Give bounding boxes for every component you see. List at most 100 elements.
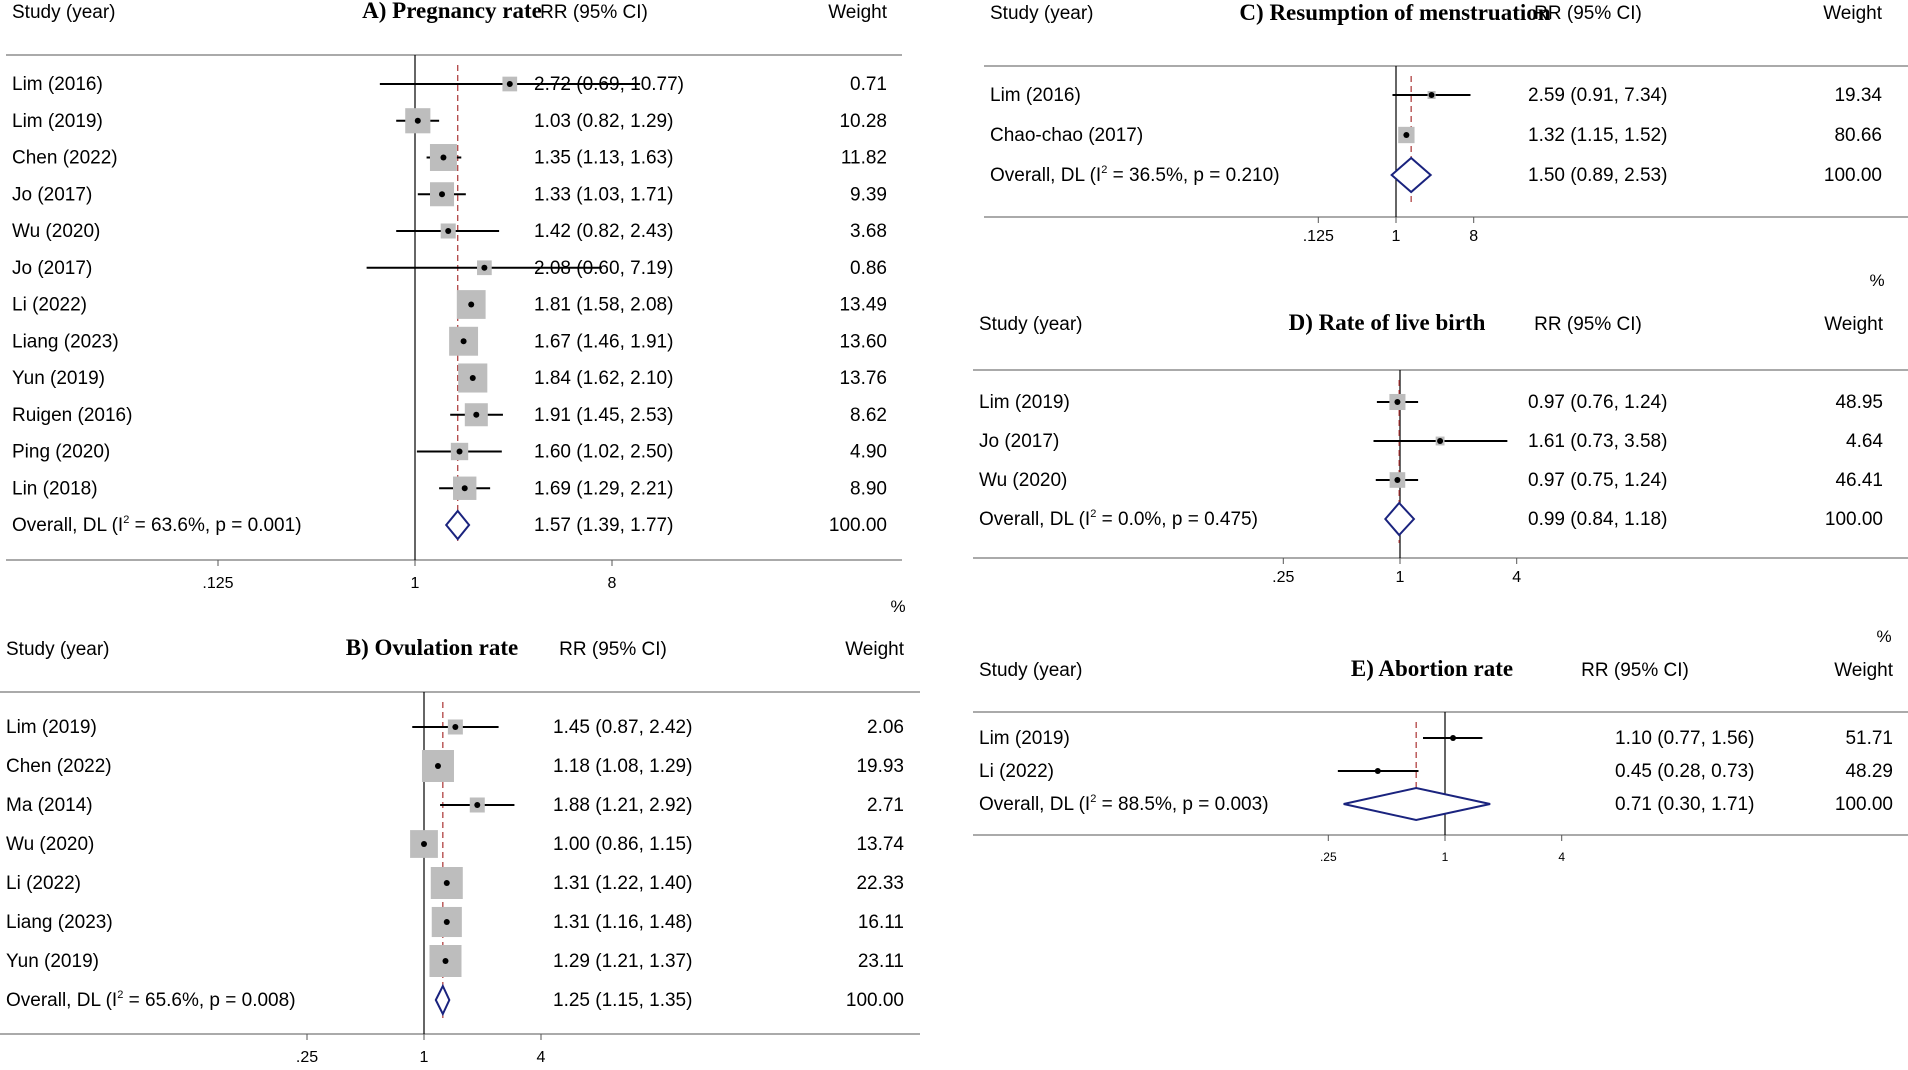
overall-label-stats: = 65.6%, p = 0.008) xyxy=(123,990,295,1011)
weight-text: 4.90 xyxy=(850,442,887,463)
overall-row: Overall, DL (I2 = 88.5%, p = 0.003) 0.71 … xyxy=(979,786,1893,822)
overall-diamond xyxy=(434,983,451,1017)
weight-unit-label: % xyxy=(1869,271,1884,290)
study-row: Wu (2020) 1.42 (0.82, 2.43) 3.68 xyxy=(12,221,887,242)
study-label: Ruigen (2016) xyxy=(12,405,132,426)
study-column-header: Study (year) xyxy=(12,2,115,23)
study-label: Lin (2018) xyxy=(12,478,98,499)
rr-ci-text: 1.60 (1.02, 2.50) xyxy=(534,442,673,463)
study-label: Yun (2019) xyxy=(12,368,105,389)
axis-tick-label: 1 xyxy=(420,1049,429,1066)
overall-label-superscript: 2 xyxy=(1101,164,1107,176)
axis-tick-label: 1 xyxy=(411,575,420,592)
point-estimate xyxy=(473,411,480,418)
axis-tick-label: .25 xyxy=(296,1049,318,1066)
study-row: Chen (2022) 1.35 (1.13, 1.63) 11.82 xyxy=(12,144,887,171)
study-row: Liang (2023) 1.31 (1.16, 1.48) 16.11 xyxy=(6,906,904,938)
overall-rr-ci-text: 1.50 (0.89, 2.53) xyxy=(1528,165,1667,186)
overall-rr-ci-text: 1.25 (1.15, 1.35) xyxy=(553,990,692,1011)
rr-ci-text: 1.81 (1.58, 2.08) xyxy=(534,295,673,316)
overall-label-main: Overall, DL (I xyxy=(12,515,123,536)
overall-rr-ci-text: 1.57 (1.39, 1.77) xyxy=(534,515,673,536)
weight-text: 9.39 xyxy=(850,184,887,205)
overall-label: Overall, DL (I2 = 65.6%, p = 0.008) xyxy=(6,989,296,1011)
rr-ci-text: 1.91 (1.45, 2.53) xyxy=(534,405,673,426)
overall-label-superscript: 2 xyxy=(117,989,123,1001)
study-column-header: Study (year) xyxy=(979,314,1082,335)
rr-ci-text: 1.10 (0.77, 1.56) xyxy=(1615,728,1754,749)
axis-tick-label: .25 xyxy=(1272,569,1294,586)
overall-label: Overall, DL (I2 = 0.0%, p = 0.475) xyxy=(979,508,1258,530)
overall-label-stats: = 88.5%, p = 0.003) xyxy=(1096,794,1268,815)
study-row: Lin (2018) 1.69 (1.29, 2.21) 8.90 xyxy=(12,476,887,500)
weight-column-header: Weight xyxy=(828,2,888,23)
overall-row: Overall, DL (I2 = 63.6%, p = 0.001) 1.57 … xyxy=(12,509,887,541)
rr-column-header: RR (95% CI) xyxy=(1581,660,1689,681)
study-label: Lim (2016) xyxy=(12,74,103,95)
axis-tick-label: 4 xyxy=(537,1049,546,1066)
weight-text: 16.11 xyxy=(858,912,904,933)
overall-label-main: Overall, DL (I xyxy=(990,165,1101,186)
panel-c: Study (year) C) Resumption of menstruatio… xyxy=(984,0,1908,245)
study-row: Li (2022) 1.31 (1.22, 1.40) 22.33 xyxy=(6,867,904,899)
panel-title: A) Pregnancy rate xyxy=(362,0,542,23)
overall-rr-ci-text: 0.99 (0.84, 1.18) xyxy=(1528,509,1667,530)
point-estimate xyxy=(414,117,421,124)
axis-tick-label: 8 xyxy=(608,575,617,592)
study-row: Jo (2017) 1.33 (1.03, 1.71) 9.39 xyxy=(12,182,887,207)
weight-text: 13.49 xyxy=(839,295,887,316)
study-row: Lim (2019) 0.97 (0.76, 1.24) 48.95 xyxy=(979,392,1883,413)
rr-ci-text: 0.45 (0.28, 0.73) xyxy=(1615,761,1754,782)
point-estimate xyxy=(506,81,513,87)
study-row: Li (2022) 0.45 (0.28, 0.73) 48.29 xyxy=(979,761,1893,782)
study-row: Ruigen (2016) 1.91 (1.45, 2.53) 8.62 xyxy=(12,403,887,427)
panel-title: B) Ovulation rate xyxy=(346,635,519,660)
rr-ci-text: 1.45 (0.87, 2.42) xyxy=(553,717,692,738)
panel-b: Study (year) B) Ovulation rate RR (95% CI)… xyxy=(0,635,920,1066)
point-estimate xyxy=(1394,477,1401,483)
point-estimate xyxy=(452,724,459,730)
axis-tick-label: 1 xyxy=(1392,228,1401,245)
overall-label: Overall, DL (I2 = 88.5%, p = 0.003) xyxy=(979,793,1269,815)
rr-ci-text: 1.67 (1.46, 1.91) xyxy=(534,331,673,352)
axis-tick-label: .25 xyxy=(1320,850,1337,864)
weight-text: 2.06 xyxy=(867,717,904,738)
rr-column-header: RR (95% CI) xyxy=(1534,3,1642,24)
study-label: Jo (2017) xyxy=(979,431,1059,452)
rr-ci-text: 0.97 (0.76, 1.24) xyxy=(1528,392,1667,413)
study-row: Yun (2019) 1.84 (1.62, 2.10) 13.76 xyxy=(12,363,887,393)
study-label: Ma (2014) xyxy=(6,795,93,816)
study-label: Lim (2019) xyxy=(12,111,103,132)
rr-ci-text: 1.42 (0.82, 2.43) xyxy=(534,221,673,242)
rr-ci-text: 1.31 (1.22, 1.40) xyxy=(553,873,692,894)
weight-text: 10.28 xyxy=(839,111,887,132)
rr-ci-text: 1.88 (1.21, 2.92) xyxy=(553,795,692,816)
study-row: Lim (2016) 2.72 (0.69, 10.77) 0.71 xyxy=(12,74,887,95)
panel-title: E) Abortion rate xyxy=(1351,656,1513,681)
point-estimate xyxy=(1394,399,1401,405)
weight-unit-label: % xyxy=(1876,627,1891,646)
overall-row: Overall, DL (I2 = 65.6%, p = 0.008) 1.25 … xyxy=(6,983,904,1017)
point-estimate xyxy=(461,485,468,492)
study-row: Wu (2020) 0.97 (0.75, 1.24) 46.41 xyxy=(979,470,1883,491)
point-estimate xyxy=(456,448,463,455)
study-row: Chen (2022) 1.18 (1.08, 1.29) 19.93 xyxy=(6,750,904,782)
study-row: Ma (2014) 1.88 (1.21, 2.92) 2.71 xyxy=(6,795,904,816)
point-estimate xyxy=(439,191,446,198)
point-estimate xyxy=(1450,735,1457,741)
weight-text: 13.74 xyxy=(856,834,904,855)
weight-column-header: Weight xyxy=(845,639,905,660)
overall-weight-text: 100.00 xyxy=(1835,794,1893,815)
study-label: Ping (2020) xyxy=(12,442,110,463)
rr-column-header: RR (95% CI) xyxy=(559,639,667,660)
overall-label-main: Overall, DL (I xyxy=(6,990,117,1011)
weight-text: 0.86 xyxy=(850,258,887,279)
weight-text: 51.71 xyxy=(1845,728,1893,749)
weight-text: 8.62 xyxy=(850,405,887,426)
study-label: Lim (2019) xyxy=(979,728,1070,749)
rr-ci-text: 0.97 (0.75, 1.24) xyxy=(1528,470,1667,491)
weight-text: 23.11 xyxy=(858,951,904,972)
axis-tick-label: .125 xyxy=(202,575,233,592)
